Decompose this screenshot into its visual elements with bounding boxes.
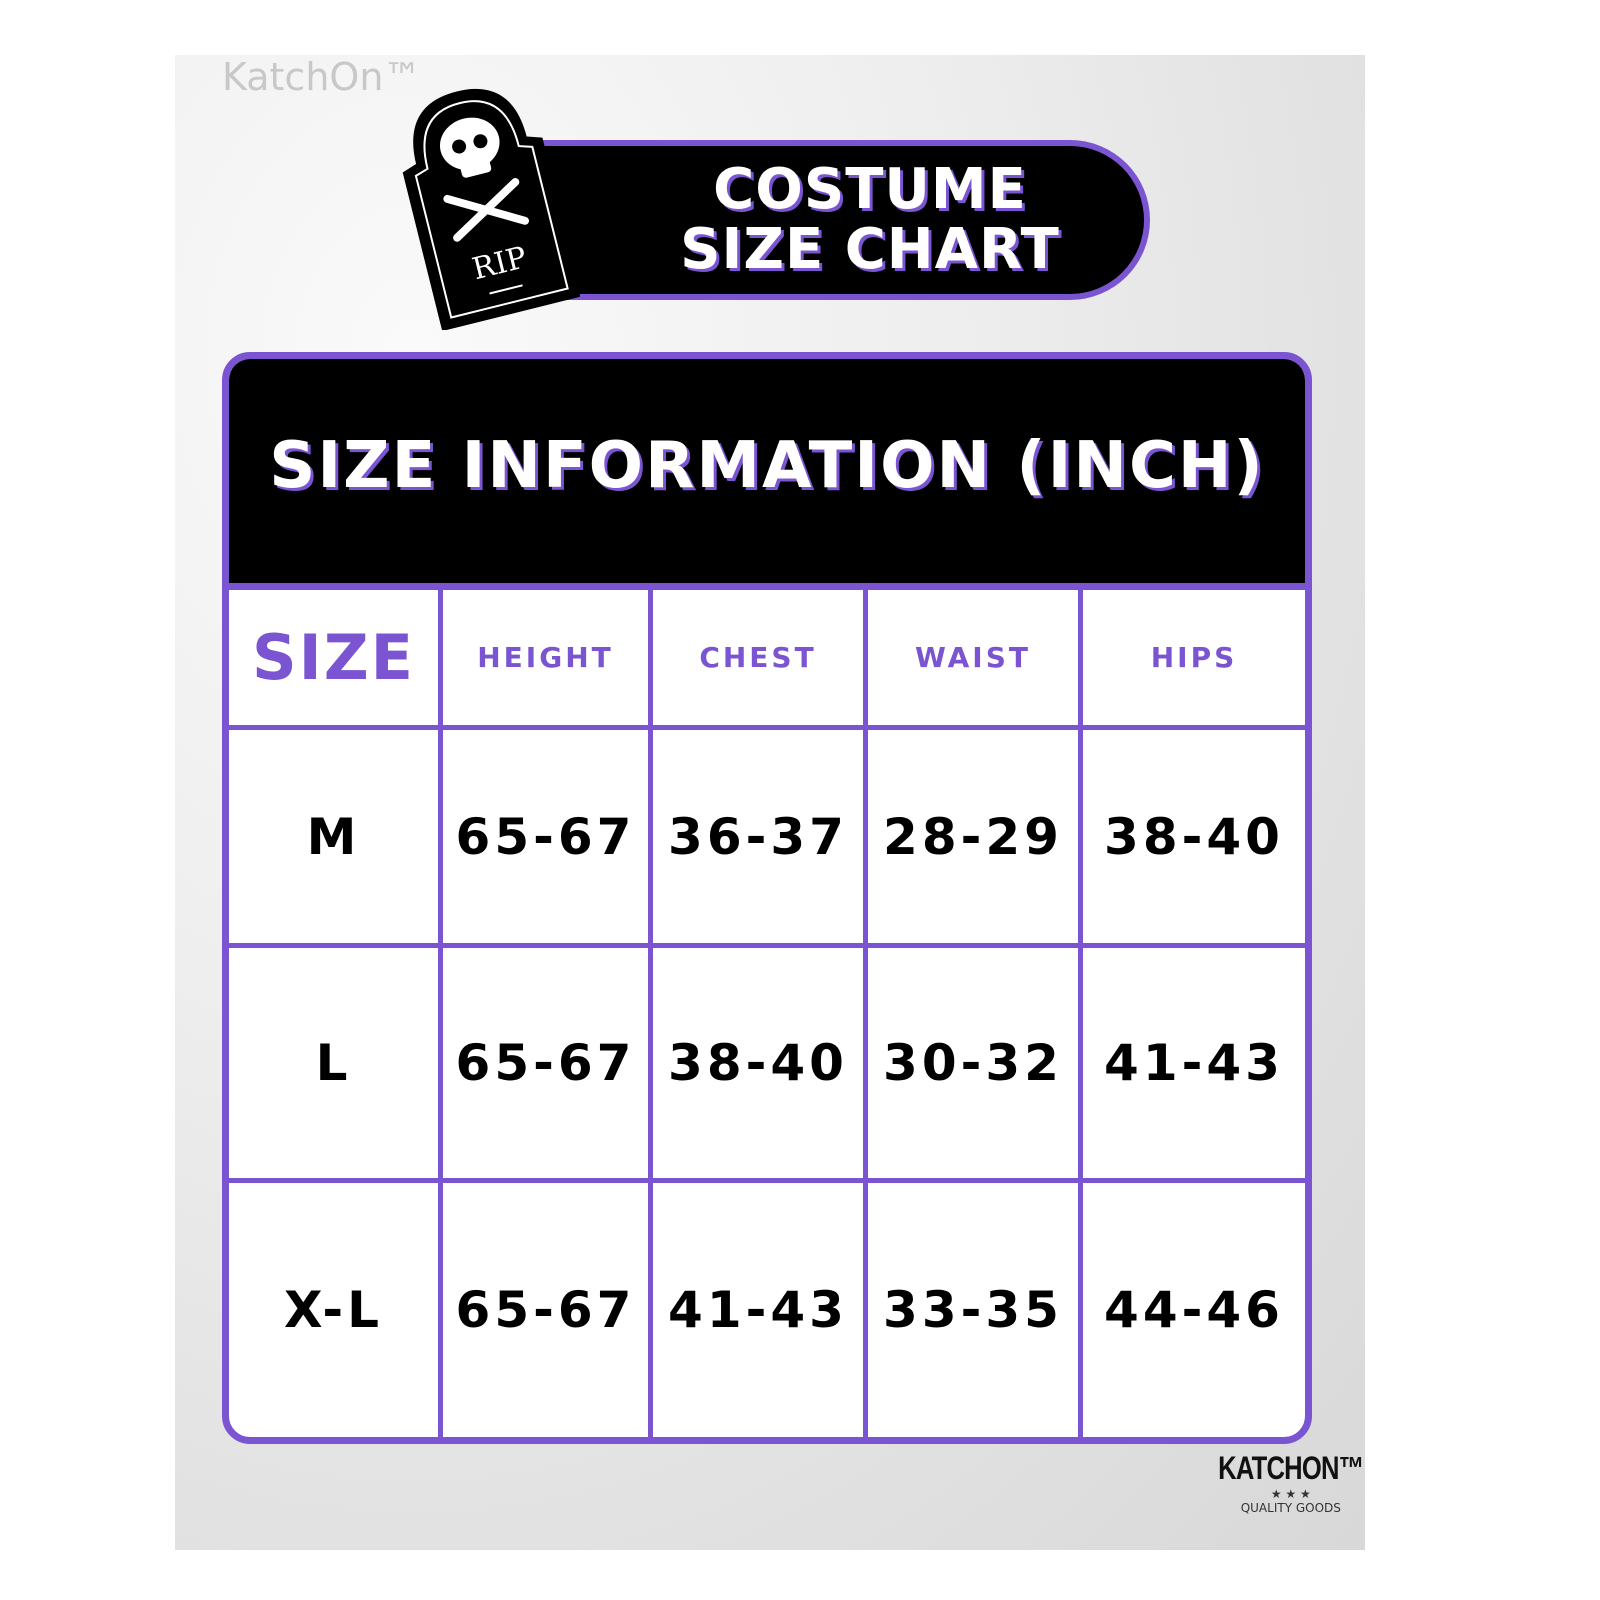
size-grid: SIZE HEIGHT CHEST WAIST HIPS M 65-67 36-… (229, 590, 1305, 1437)
header-waist: WAIST (868, 590, 1083, 730)
row-l-height: 65-67 (443, 948, 653, 1183)
header-hips: HIPS (1083, 590, 1305, 730)
tombstone-icon: RIP (402, 88, 580, 330)
title-banner (520, 140, 1150, 300)
row-xl-hips: 44-46 (1104, 1281, 1284, 1339)
row-xl-waist: 33-35 (868, 1183, 1083, 1437)
row-m-chest: 36-37 (653, 730, 868, 948)
row-m-waist: 28-29 (868, 730, 1083, 948)
row-l-chest: 38-40 (653, 948, 868, 1183)
row-xl-size: X-L (229, 1183, 443, 1437)
row-l-waist: 30-32 (868, 948, 1083, 1183)
size-table: SIZE INFORMATION (INCH) SIZE HEIGHT CHES… (222, 352, 1312, 1444)
logo-tagline: QUALITY GOODS (1240, 1501, 1341, 1515)
header-chest: CHEST (653, 590, 868, 730)
title-line-2: SIZE CHART (680, 217, 1060, 282)
table-header: SIZE INFORMATION (INCH) (229, 359, 1305, 590)
row-l-hips: 41-43 (1083, 948, 1305, 1183)
page-title: COSTUME SIZE CHART (640, 160, 1100, 280)
row-m-height: 65-67 (443, 730, 653, 948)
katchon-logo: KATCHON™ ★ ★ ★ QUALITY GOODS (1200, 1450, 1382, 1515)
table-title: SIZE INFORMATION (INCH) (269, 429, 1265, 503)
row-m-hips: 38-40 (1083, 730, 1305, 948)
header-height: HEIGHT (443, 590, 653, 730)
watermark: KatchOn™ (222, 55, 422, 99)
row-xl-chest: 41-43 (653, 1183, 868, 1437)
row-m-size: M (229, 730, 443, 948)
header-size: SIZE (229, 590, 443, 730)
logo-stars: ★ ★ ★ (1270, 1487, 1311, 1501)
skull-icon (439, 117, 500, 171)
logo-name: KATCHON™ (1218, 1450, 1364, 1486)
title-line-1: COSTUME (713, 157, 1027, 222)
row-xl-height: 65-67 (443, 1183, 653, 1437)
row-l-size: L (229, 948, 443, 1183)
